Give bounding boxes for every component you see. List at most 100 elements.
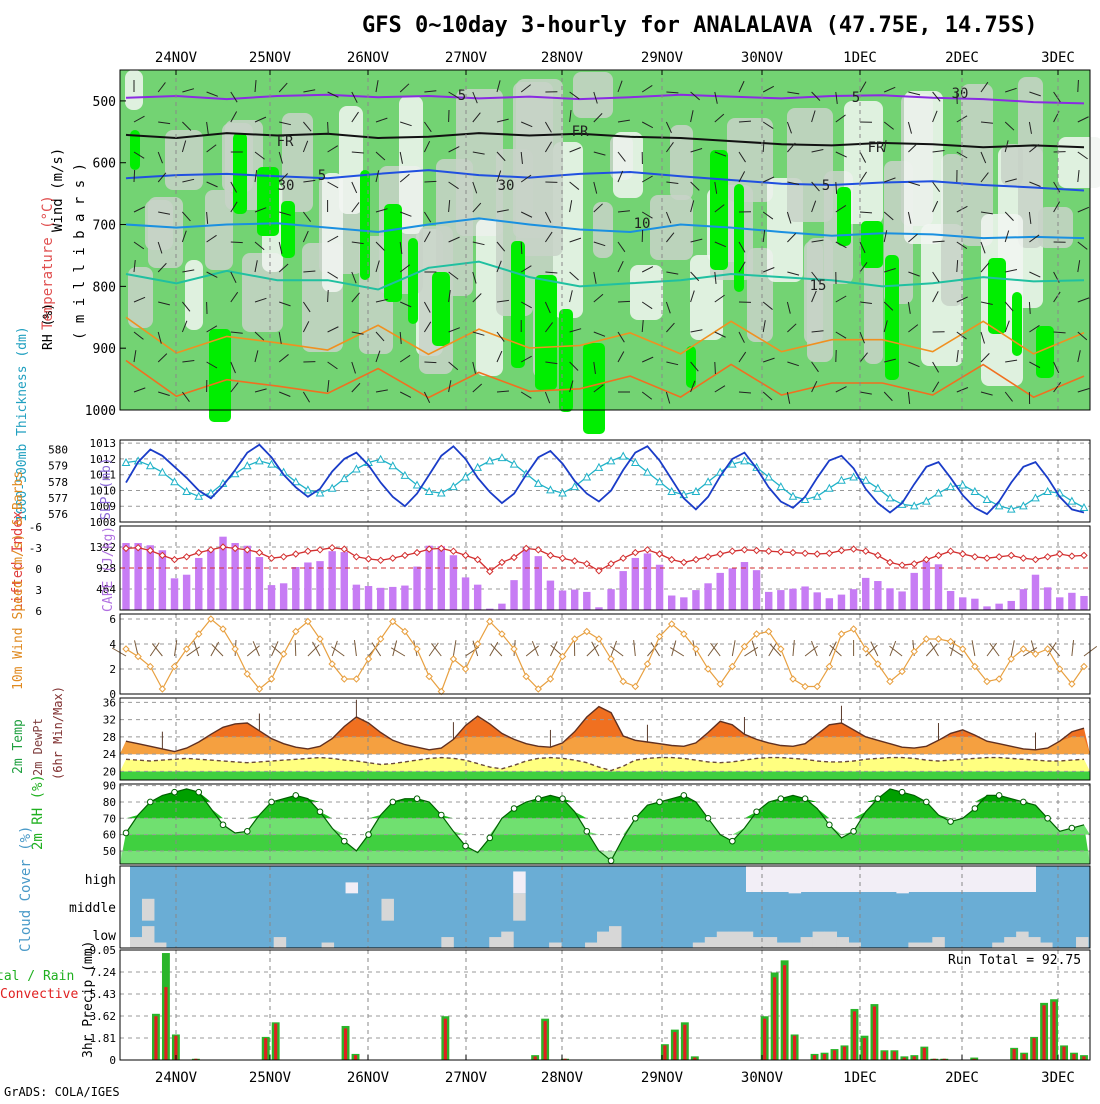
rh2m-marker	[220, 822, 226, 828]
wind10m-marker	[814, 684, 820, 690]
temp-fill-mid	[120, 737, 1090, 754]
rh2m-marker	[730, 838, 736, 844]
li-marker	[196, 550, 202, 556]
contour-label: 5	[458, 88, 466, 104]
thickness-marker	[826, 485, 833, 492]
wind10m-marker	[644, 661, 650, 667]
rh2m-marker	[996, 793, 1002, 799]
date-label-bottom: 2DEC	[945, 1070, 979, 1086]
cloud-cell-low	[705, 937, 717, 948]
li-marker	[547, 552, 553, 558]
upper-rh-bright-patch	[1012, 292, 1022, 356]
precip-convective-bar	[683, 1025, 686, 1060]
upper-rh-bright-patch	[861, 221, 883, 268]
upper-ytick-label: 500	[93, 95, 116, 110]
contour-label: 5	[318, 168, 326, 184]
contour-label: 30	[498, 178, 515, 194]
wind10m-barb	[150, 643, 159, 656]
cloud-cell-low	[813, 932, 825, 948]
cape-bar	[583, 592, 590, 610]
wind10m-barb	[972, 640, 975, 656]
precip-convective-bar	[344, 1028, 347, 1060]
li-marker	[1081, 552, 1087, 558]
li-marker	[269, 555, 275, 561]
date-label-top: 29NOV	[641, 50, 684, 66]
cape-bar	[122, 543, 129, 610]
wind10m-marker	[838, 631, 844, 637]
cape-bar	[147, 545, 154, 610]
li-marker	[1020, 555, 1026, 561]
cloud-cell-low	[1076, 937, 1088, 948]
temp-tick-label: 36	[103, 696, 116, 709]
cape-bar	[244, 546, 251, 610]
date-label-top: 3DEC	[1041, 50, 1075, 66]
thickness-marker	[159, 469, 166, 476]
thickness-marker	[595, 464, 602, 471]
li-marker	[911, 561, 917, 567]
date-label-top: 28NOV	[541, 50, 584, 66]
li-marker	[560, 555, 566, 561]
cape-bar	[280, 583, 287, 610]
wind10m-marker	[851, 626, 857, 632]
wind10m-barb	[732, 640, 735, 656]
cloud-cell-low	[825, 932, 837, 948]
cloud-cell-low	[693, 943, 705, 948]
rh2m-marker	[366, 832, 372, 838]
cloud-cell-high	[346, 882, 358, 893]
cape-bar	[571, 590, 578, 610]
cape-bar	[341, 552, 348, 610]
precip-ylabel: 3hr Precip (mm)	[81, 941, 96, 1058]
rh2m-marker	[584, 829, 590, 835]
thickness-tick-label: 578	[48, 476, 68, 489]
wind10m-marker	[281, 651, 287, 657]
rh2m-marker	[1069, 825, 1075, 831]
cape-ylabel: CAPE (J/kg)	[101, 526, 116, 612]
li-marker	[584, 561, 590, 567]
upper-rh-bright-patch	[988, 258, 1006, 334]
temp-tick-label: 32	[103, 714, 116, 727]
wind10m-barb	[793, 640, 794, 656]
upper-rh-bright-patch	[432, 272, 450, 346]
li-marker	[317, 547, 323, 553]
precip-convective-bar	[813, 1055, 816, 1060]
upper-rh-bright-patch	[209, 329, 231, 422]
thickness-marker	[1032, 494, 1039, 501]
li-marker	[838, 548, 844, 554]
precip-convective-bar	[923, 1048, 926, 1060]
precip-convective-bar	[1072, 1054, 1075, 1060]
wind10m-barb	[429, 643, 438, 656]
li-marker	[960, 551, 966, 557]
thickness-marker	[923, 498, 930, 505]
wind10m-barb	[393, 640, 397, 656]
temp-ylabel-b: 2m DewPt	[31, 718, 45, 776]
upper-rh-patch	[670, 125, 693, 200]
precip-convective-bar	[773, 977, 776, 1060]
cloud-cell-low	[908, 943, 920, 948]
cape-bar	[474, 585, 481, 610]
cape-bar	[353, 585, 360, 610]
precip-convective-bar	[1082, 1056, 1085, 1060]
upper-rh-patch	[787, 108, 833, 222]
cape-bar	[1080, 596, 1087, 610]
upper-ytick-label: 900	[93, 342, 116, 357]
upper-ytick-label: 800	[93, 280, 116, 295]
precip-convective-bar	[1062, 1047, 1065, 1060]
temp-tick-label: 20	[103, 765, 116, 778]
wind-tick-label: 2	[109, 663, 116, 676]
rh2m-marker	[317, 809, 323, 815]
cape-bar	[1008, 601, 1015, 610]
rh2m-marker	[438, 812, 444, 818]
cape-bar	[668, 596, 675, 610]
cloud-cell-low	[789, 943, 801, 948]
cloud-cell-low	[154, 943, 166, 948]
rh2m-marker	[705, 815, 711, 821]
thickness-marker	[498, 454, 505, 461]
rh2m-marker	[851, 829, 857, 835]
rh2m-marker	[147, 799, 153, 805]
wind-barb	[231, 242, 243, 243]
thickness-marker	[1081, 504, 1088, 511]
contour-label: FR	[868, 140, 885, 156]
thickness-marker	[304, 486, 311, 493]
cape-bar	[231, 543, 238, 610]
wind10m-marker	[1032, 651, 1038, 657]
